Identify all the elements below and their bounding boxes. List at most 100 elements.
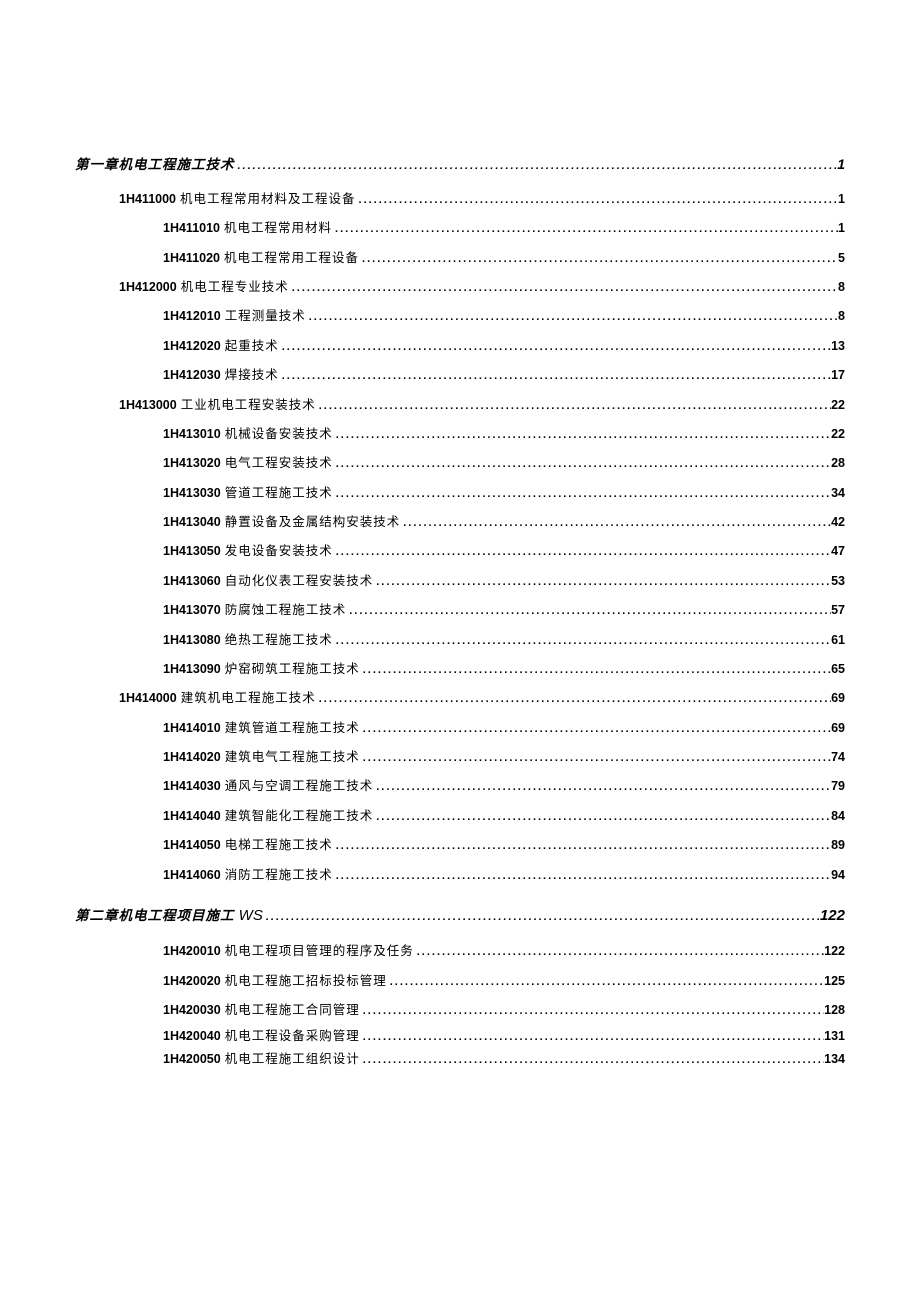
toc-label: 1H413020电气工程安装技术 [163, 449, 333, 478]
toc-label: 1H414060消防工程施工技术 [163, 861, 333, 890]
toc-leader-dots [373, 570, 831, 596]
toc-label: 1H412020 起重技术 [163, 332, 279, 361]
toc-page-number: 61 [831, 626, 845, 655]
toc-entry: 1H420010机电工程项目管理的程序及任务122 [75, 937, 845, 966]
toc-leader-dots [333, 864, 831, 890]
toc-entry: 1H414060消防工程施工技术94 [75, 861, 845, 890]
toc-entry: 1H413020电气工程安装技术28 [75, 449, 845, 478]
toc-title: 电气工程安装技术 [225, 456, 333, 470]
toc-title: 第二章机电工程项目施工 [75, 908, 235, 923]
toc-page-number: 131 [824, 1025, 845, 1048]
toc-title: 发电设备安装技术 [225, 544, 333, 558]
toc-code: 1H414010 [163, 721, 221, 735]
toc-leader-dots [414, 940, 824, 966]
toc-page-number: 65 [831, 655, 845, 684]
toc-label: 1H412000机电工程专业技术 [119, 273, 289, 302]
toc-label: 1H413060自动化仪表工程安装技术 [163, 567, 373, 596]
toc-label: 1H411020机电工程常用工程设备 [163, 244, 359, 273]
toc-title: 绝热工程施工技术 [225, 633, 333, 647]
toc-code: 1H413070 [163, 603, 221, 617]
toc-label: 1H411010机电工程常用材料 [163, 214, 332, 243]
toc-leader-dots [373, 805, 831, 831]
toc-page-number: 22 [831, 391, 845, 420]
toc-page-number: 8 [838, 273, 845, 302]
toc-entry: 1H413010机械设备安装技术 22 [75, 420, 845, 449]
toc-suffix: WS [235, 907, 263, 924]
toc-entry: 1H414010建筑管道工程施工技术69 [75, 714, 845, 743]
toc-code: 1H413080 [163, 633, 221, 647]
toc-page-number: 89 [831, 831, 845, 860]
toc-leader-dots [400, 511, 831, 537]
toc-leader-dots [360, 658, 831, 684]
toc-leader-dots [333, 482, 831, 508]
toc-leader-dots [333, 834, 831, 860]
toc-code: 1H413050 [163, 544, 221, 558]
toc-code: 1H413030 [163, 486, 221, 500]
toc-entry: 1H413060自动化仪表工程安装技术 53 [75, 567, 845, 596]
toc-leader-dots [306, 305, 838, 331]
toc-entry: 1H420020机电工程施工招标投标管理 125 [75, 967, 845, 996]
toc-leader-dots [289, 276, 838, 302]
toc-leader-dots [333, 629, 831, 655]
toc-code: 1H413010 [163, 427, 221, 441]
table-of-contents: 第一章机电工程施工技术11H411000机电工程常用材料及工程设备11H4110… [75, 148, 845, 1072]
toc-title: 机电工程常用材料 [224, 221, 332, 235]
toc-leader-dots [333, 540, 831, 566]
toc-title: 第一章机电工程施工技术 [75, 157, 235, 172]
toc-title: 建筑电气工程施工技术 [225, 750, 360, 764]
toc-label: 1H420030机电工程施工合同管理 [163, 996, 360, 1025]
toc-page-number: 1 [837, 148, 845, 181]
toc-label: 1H413010机械设备安装技术 [163, 420, 333, 449]
toc-leader-dots [279, 364, 831, 390]
toc-label: 1H414040建筑智能化工程施工技术 [163, 802, 373, 831]
toc-code: 1H413040 [163, 515, 221, 529]
toc-entry: 1H420030机电工程施工合同管理128 [75, 996, 845, 1025]
toc-page-number: 69 [831, 684, 845, 713]
toc-code: 1H412030 [163, 368, 221, 382]
toc-title: 工程测量技术 [225, 309, 306, 323]
toc-entry: 1H412000机电工程专业技术 8 [75, 273, 845, 302]
toc-entry: 1H412020起重技术13 [75, 332, 845, 361]
toc-entry: 1H411020机电工程常用工程设备5 [75, 244, 845, 273]
toc-title: 焊接技术 [225, 368, 279, 382]
toc-label: 1H412030 焊接技术 [163, 361, 279, 390]
toc-entry: 1H420050机电工程施工组织设计134 [75, 1048, 845, 1071]
toc-entry: 1H413000工业机电工程安装技术22 [75, 391, 845, 420]
toc-entry: 1H411010机电工程常用材料1 [75, 214, 845, 243]
toc-title: 自动化仪表工程安装技术 [225, 574, 374, 588]
toc-label: 第一章机电工程施工技术 [75, 149, 235, 181]
toc-leader-dots [346, 599, 831, 625]
toc-entry: 1H413080 绝热工程施工技术 61 [75, 626, 845, 655]
toc-title: 建筑智能化工程施工技术 [225, 809, 374, 823]
toc-label: 1H413030 管道工程施工技术 [163, 479, 333, 508]
toc-page-number: 42 [831, 508, 845, 537]
toc-title: 管道工程施工技术 [225, 486, 333, 500]
toc-page-number: 8 [838, 302, 845, 331]
toc-entry: 1H411000机电工程常用材料及工程设备1 [75, 185, 845, 214]
toc-entry: 1H413050发电设备安装技术47 [75, 537, 845, 566]
toc-label: 1H414050电梯工程施工技术 [163, 831, 333, 860]
toc-label: 1H413040静置设备及金属结构安装技术 [163, 508, 400, 537]
toc-leader-dots [360, 1050, 824, 1070]
toc-label: 1H413090炉窑砌筑工程施工技术 [163, 655, 360, 684]
toc-title: 建筑管道工程施工技术 [225, 721, 360, 735]
toc-page-number: 22 [831, 420, 845, 449]
toc-entry: 1H412030焊接技术17 [75, 361, 845, 390]
toc-label: 1H414000建筑机电工程施工技术 [119, 684, 316, 713]
toc-entry: 第二章机电工程项目施工 WS122 [75, 898, 845, 933]
toc-code: 1H420050 [163, 1052, 221, 1066]
toc-page-number: 53 [831, 567, 845, 596]
toc-entry: 1H414050电梯工程施工技术 89 [75, 831, 845, 860]
toc-code: 1H414020 [163, 750, 221, 764]
toc-leader-dots [360, 1027, 824, 1047]
toc-code: 1H414030 [163, 779, 221, 793]
toc-title: 机电工程常用材料及工程设备 [180, 192, 356, 206]
toc-label: 1H412010工程测量技术 [163, 302, 306, 331]
toc-title: 机电工程专业技术 [181, 280, 289, 294]
toc-page-number: 125 [824, 967, 845, 996]
toc-code: 1H412020 [163, 339, 221, 353]
toc-leader-dots [316, 687, 831, 713]
toc-title: 起重技术 [225, 339, 279, 353]
toc-page-number: 1 [838, 185, 845, 214]
toc-label: 1H420020机电工程施工招标投标管理 [163, 967, 387, 996]
